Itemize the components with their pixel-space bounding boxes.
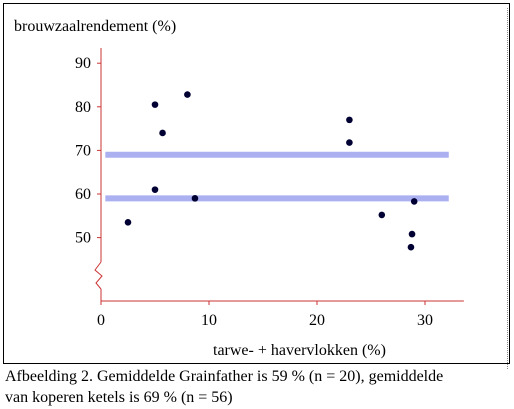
data-point-10 xyxy=(408,230,416,238)
caption-line-2: van koperen ketels is 69 % (n = 56) xyxy=(5,389,233,406)
y-axis-label: brouwzaalrendement (%) xyxy=(14,18,176,35)
scatter-chart: brouwzaalrendement (%) tarwe- + havervlo… xyxy=(14,18,464,359)
caption-line-1: Afbeelding 2. Gemiddelde Grainfather is … xyxy=(5,368,444,385)
x-tick-label-10: 10 xyxy=(201,312,217,329)
data-point-1 xyxy=(124,219,132,226)
page-margin-rule xyxy=(507,8,508,369)
data-point-8 xyxy=(346,139,353,146)
data-point-2 xyxy=(151,101,159,108)
tick-labels: 90 80 70 60 50 0 10 20 30 xyxy=(75,55,433,329)
y-tick-label-60: 60 xyxy=(75,186,91,203)
y-tick-label-70: 70 xyxy=(75,142,91,159)
data-point-5 xyxy=(184,91,191,98)
data-point-6 xyxy=(191,195,199,202)
y-tick-label-80: 80 xyxy=(75,99,91,116)
reference-lines xyxy=(105,151,449,202)
figure-caption: Afbeelding 2. Gemiddelde Grainfather is … xyxy=(5,366,514,408)
x-tick-label-20: 20 xyxy=(309,312,325,329)
y-axis-break xyxy=(94,261,103,290)
data-point-4 xyxy=(159,129,166,137)
figure-frame: brouwzaalrendement (%) tarwe- + havervlo… xyxy=(3,3,510,364)
data-points xyxy=(124,91,418,251)
data-point-7 xyxy=(346,116,353,124)
y-tick-label-50: 50 xyxy=(75,230,91,247)
data-point-12 xyxy=(410,198,418,205)
x-axis-label: tarwe- + havervlokken (%) xyxy=(213,342,386,359)
data-point-3 xyxy=(151,186,159,193)
y-tick-label-90: 90 xyxy=(75,55,91,72)
data-point-11 xyxy=(407,243,415,251)
data-point-9 xyxy=(378,211,386,219)
x-tick-label-0: 0 xyxy=(97,312,105,329)
axes xyxy=(94,48,464,305)
x-tick-label-30: 30 xyxy=(417,312,433,329)
